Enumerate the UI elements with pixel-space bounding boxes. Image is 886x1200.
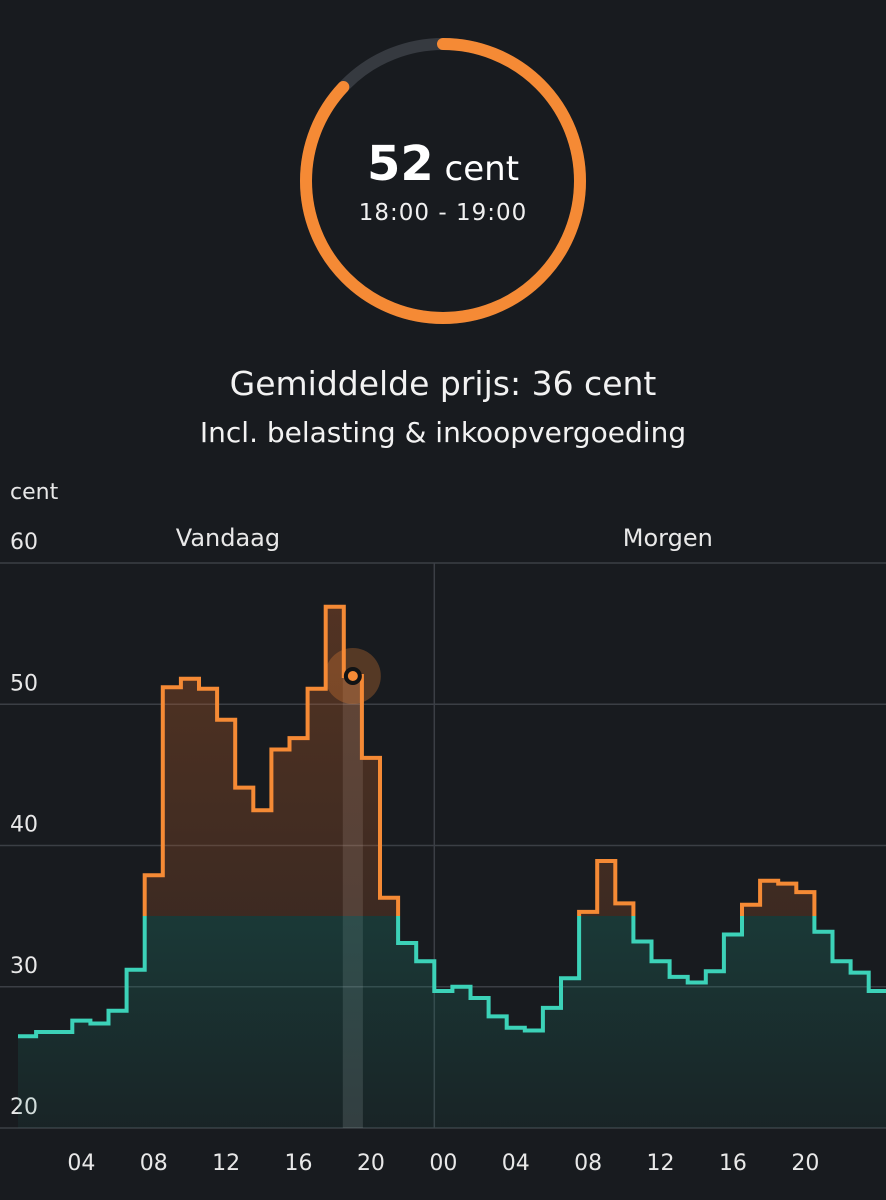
data-point <box>760 879 778 883</box>
data-point <box>235 786 253 790</box>
data-point <box>217 718 235 722</box>
data-point <box>778 882 796 886</box>
data-point <box>833 959 851 963</box>
data-point <box>633 940 651 944</box>
data-point <box>36 1030 54 1034</box>
data-point <box>543 1006 561 1010</box>
y-axis-label: cent <box>10 480 59 505</box>
data-point <box>869 989 886 993</box>
day-label-today: Vandaag <box>176 524 280 552</box>
average-price: Gemiddelde prijs: 36 cent <box>229 364 657 403</box>
price-gauge <box>300 38 586 324</box>
data-point <box>742 903 760 907</box>
current-price-unit: cent <box>444 149 520 189</box>
data-point <box>253 808 271 812</box>
data-point <box>380 896 398 900</box>
data-point <box>163 685 181 689</box>
data-point <box>109 1009 127 1013</box>
data-point <box>362 756 380 760</box>
y-tick-label: 60 <box>10 530 38 555</box>
data-point <box>525 1029 543 1033</box>
x-tick-label: 16 <box>719 1151 747 1176</box>
x-tick-label: 12 <box>212 1151 240 1176</box>
data-point <box>452 985 470 989</box>
data-point <box>290 736 308 740</box>
y-tick-label: 50 <box>10 671 38 696</box>
current-time-slot: 18:00 - 19:00 <box>358 200 528 226</box>
price-chart[interactable]: cent 20 30 40 50 60 Vandaag Morgen 04 08 12 16 2… <box>0 470 886 1200</box>
price-note: Incl. belasting & inkoopvergoeding <box>199 416 687 449</box>
data-point <box>145 873 163 877</box>
data-point <box>814 930 832 934</box>
data-point <box>652 959 670 963</box>
current-price-marker[interactable] <box>343 667 362 685</box>
x-tick-label: 20 <box>357 1151 385 1176</box>
data-point <box>796 890 814 894</box>
data-point <box>181 677 199 681</box>
data-point <box>326 605 344 609</box>
data-point <box>72 1019 90 1023</box>
data-point <box>90 1021 108 1025</box>
data-point <box>18 1034 36 1038</box>
data-point <box>471 996 489 1000</box>
data-point <box>434 989 452 993</box>
current-price-value: 52 <box>366 136 434 192</box>
data-point <box>271 747 289 751</box>
x-tick-label: 00 <box>429 1151 457 1176</box>
data-point <box>706 969 724 973</box>
data-point <box>507 1026 525 1030</box>
data-point <box>851 971 869 975</box>
x-tick-label: 12 <box>647 1151 675 1176</box>
y-tick-label: 30 <box>10 954 38 979</box>
y-tick-labels: 2030405060 <box>10 530 38 1120</box>
x-tick-label: 04 <box>67 1151 95 1176</box>
data-point <box>398 941 416 945</box>
current-price: 52 cent <box>300 136 586 192</box>
x-tick-labels: 04 08 12 16 20 00 04 08 12 16 20 <box>67 1151 819 1176</box>
data-point <box>54 1030 72 1034</box>
day-label-tomorrow: Morgen <box>623 524 713 552</box>
x-tick-label: 16 <box>285 1151 313 1176</box>
price-line <box>18 604 886 1039</box>
y-tick-label: 40 <box>10 813 38 838</box>
data-point <box>561 976 579 980</box>
x-tick-label: 08 <box>140 1151 168 1176</box>
x-tick-label: 08 <box>574 1151 602 1176</box>
data-point <box>670 975 688 979</box>
data-point <box>308 687 326 691</box>
data-point <box>579 910 597 914</box>
x-tick-label: 04 <box>502 1151 530 1176</box>
gauge-fill <box>300 38 586 324</box>
data-point <box>615 901 633 905</box>
x-tick-label: 20 <box>791 1151 819 1176</box>
data-point <box>127 968 145 972</box>
data-point <box>688 981 706 985</box>
data-point <box>597 859 615 863</box>
data-point <box>724 932 742 936</box>
data-point <box>416 959 434 963</box>
data-point <box>489 1014 507 1018</box>
price-area-fill <box>18 606 886 1128</box>
data-point <box>199 687 217 691</box>
